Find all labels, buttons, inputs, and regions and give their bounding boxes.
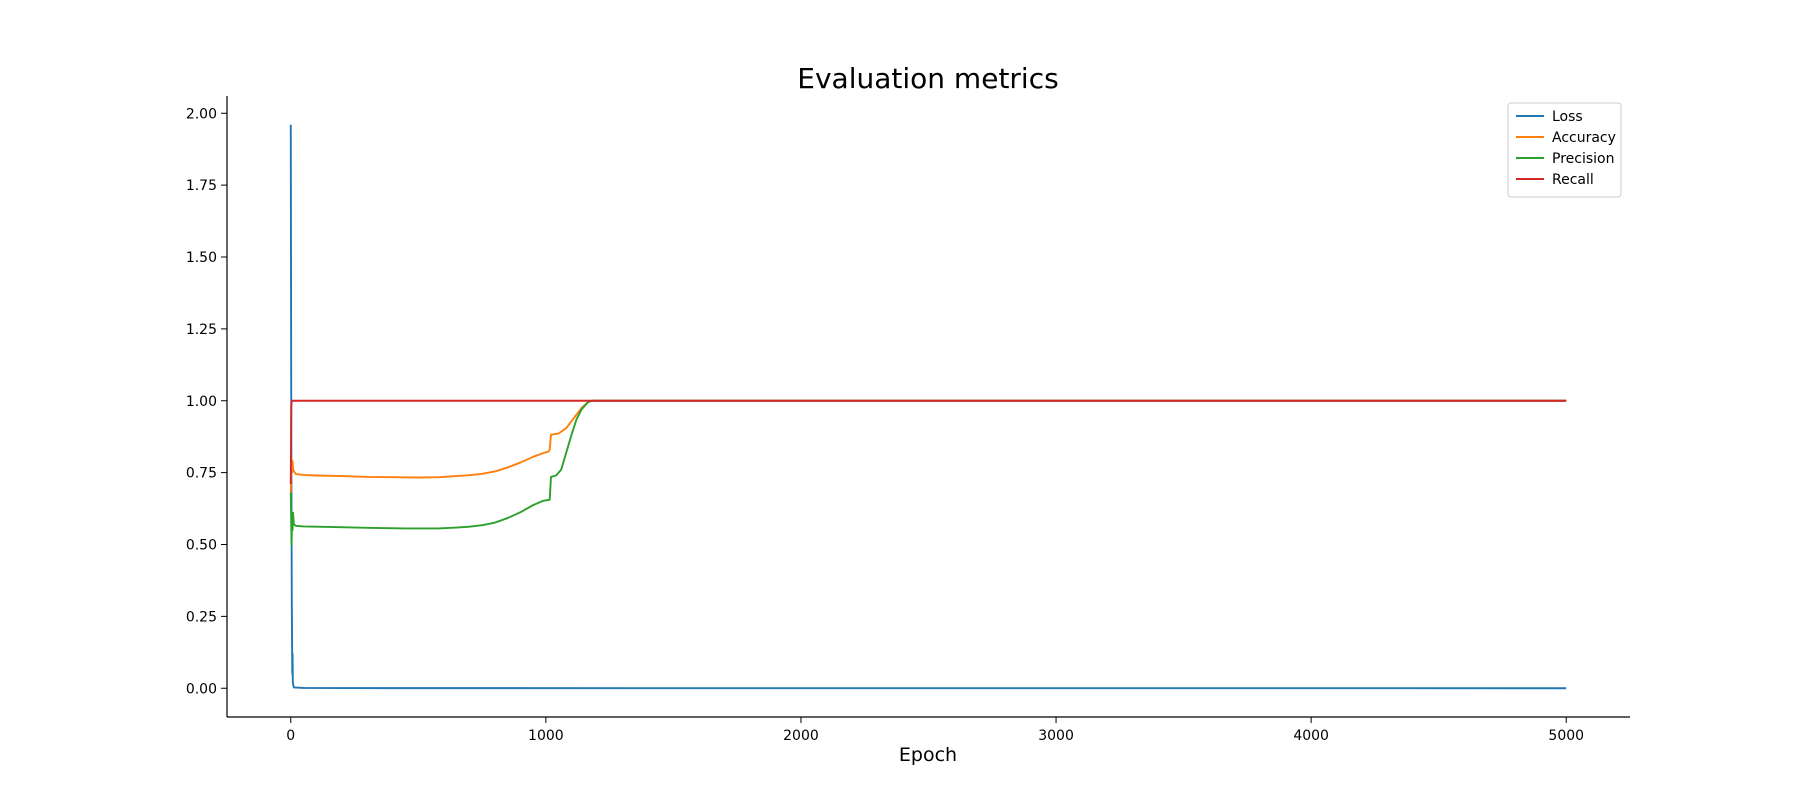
y-tick-label: 2.00 — [186, 106, 217, 122]
legend: Loss Accuracy Precision Recall — [1507, 102, 1622, 198]
x-tick-label: 5000 — [1548, 728, 1584, 744]
x-tick-label: 4000 — [1293, 728, 1329, 744]
legend-label-precision: Precision — [1552, 151, 1614, 167]
plot-area — [289, 124, 1567, 690]
legend-label-accuracy: Accuracy — [1552, 130, 1616, 146]
y-tick-label: 1.00 — [186, 394, 217, 410]
legend-box — [1507, 102, 1622, 198]
y-tick-label: 0.00 — [186, 681, 217, 697]
chart-title: Evaluation metrics — [797, 62, 1058, 95]
y-tick-label: 0.50 — [186, 538, 217, 554]
series-line-accuracy — [289, 399, 1567, 493]
x-axis-label: Epoch — [899, 744, 957, 766]
x-axis-ticks: 0 1000 2000 3000 4000 5000 — [286, 717, 1584, 744]
y-tick-label: 0.25 — [186, 609, 217, 625]
y-tick-label: 1.75 — [186, 178, 217, 194]
x-tick-label: 3000 — [1038, 728, 1074, 744]
y-axis-ticks: 0.00 0.25 0.50 0.75 1.00 1.25 1.50 1.75 2.00 — [186, 106, 227, 697]
y-tick-label: 0.75 — [186, 466, 217, 482]
x-tick-label: 1000 — [528, 728, 564, 744]
series-line-recall — [289, 399, 1567, 485]
series-line-precision — [289, 399, 1567, 546]
y-tick-label: 1.25 — [186, 322, 217, 338]
legend-label-recall: Recall — [1552, 172, 1594, 188]
series-line-loss — [289, 124, 1567, 690]
x-tick-label: 0 — [286, 728, 295, 744]
legend-label-loss: Loss — [1552, 109, 1583, 125]
x-tick-label: 2000 — [783, 728, 819, 744]
y-tick-label: 1.50 — [186, 250, 217, 266]
